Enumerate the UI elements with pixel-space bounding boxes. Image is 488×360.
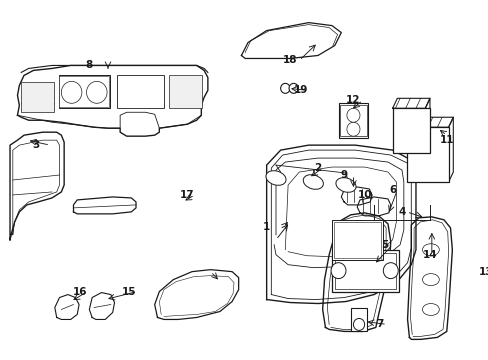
Bar	[340, 105, 366, 136]
Text: 15: 15	[122, 287, 137, 297]
Ellipse shape	[422, 274, 438, 285]
Bar	[21, 82, 54, 112]
Bar	[333, 222, 381, 258]
Circle shape	[61, 81, 81, 103]
Polygon shape	[18, 66, 207, 136]
Circle shape	[346, 108, 359, 122]
Circle shape	[280, 84, 289, 93]
Text: 4: 4	[397, 207, 405, 217]
Bar	[331, 220, 383, 260]
Bar	[168, 75, 202, 108]
Bar	[117, 75, 163, 108]
Text: 10: 10	[357, 190, 371, 200]
Text: 14: 14	[422, 250, 436, 260]
Ellipse shape	[422, 244, 438, 256]
Text: 18: 18	[282, 55, 297, 66]
Text: 8: 8	[85, 60, 93, 71]
Text: 6: 6	[388, 185, 395, 195]
Polygon shape	[266, 145, 415, 303]
Ellipse shape	[265, 171, 285, 185]
Polygon shape	[73, 197, 136, 214]
Bar	[392, 108, 429, 153]
Ellipse shape	[335, 178, 355, 192]
Circle shape	[86, 81, 107, 103]
Bar	[338, 103, 367, 138]
Polygon shape	[447, 117, 452, 182]
Text: 1: 1	[263, 222, 270, 232]
Polygon shape	[322, 213, 390, 332]
Text: 16: 16	[73, 287, 87, 297]
Bar	[350, 307, 366, 332]
Circle shape	[330, 263, 346, 279]
Bar	[60, 76, 109, 107]
Ellipse shape	[422, 303, 438, 315]
Text: 12: 12	[346, 95, 360, 105]
Polygon shape	[341, 187, 371, 205]
Text: 2: 2	[314, 163, 321, 173]
Text: 19: 19	[293, 85, 308, 95]
Bar	[331, 250, 398, 292]
Polygon shape	[55, 294, 79, 319]
Circle shape	[346, 122, 359, 136]
Circle shape	[353, 319, 364, 330]
Ellipse shape	[303, 175, 323, 189]
Text: 7: 7	[375, 319, 383, 329]
Circle shape	[383, 263, 397, 279]
Polygon shape	[154, 270, 238, 319]
Polygon shape	[406, 117, 452, 127]
Polygon shape	[241, 23, 341, 58]
Bar	[334, 253, 396, 289]
Bar	[59, 75, 110, 108]
Text: 17: 17	[180, 190, 194, 200]
Polygon shape	[356, 197, 390, 216]
Polygon shape	[425, 98, 429, 153]
Polygon shape	[392, 98, 429, 108]
Bar	[406, 127, 447, 182]
Text: 5: 5	[381, 240, 388, 250]
Polygon shape	[89, 293, 114, 319]
Polygon shape	[10, 132, 64, 240]
Text: 13: 13	[478, 267, 488, 276]
Polygon shape	[407, 217, 451, 339]
Circle shape	[288, 84, 298, 93]
Text: 9: 9	[340, 170, 347, 180]
Text: 3: 3	[33, 140, 40, 150]
Text: 11: 11	[439, 135, 453, 145]
